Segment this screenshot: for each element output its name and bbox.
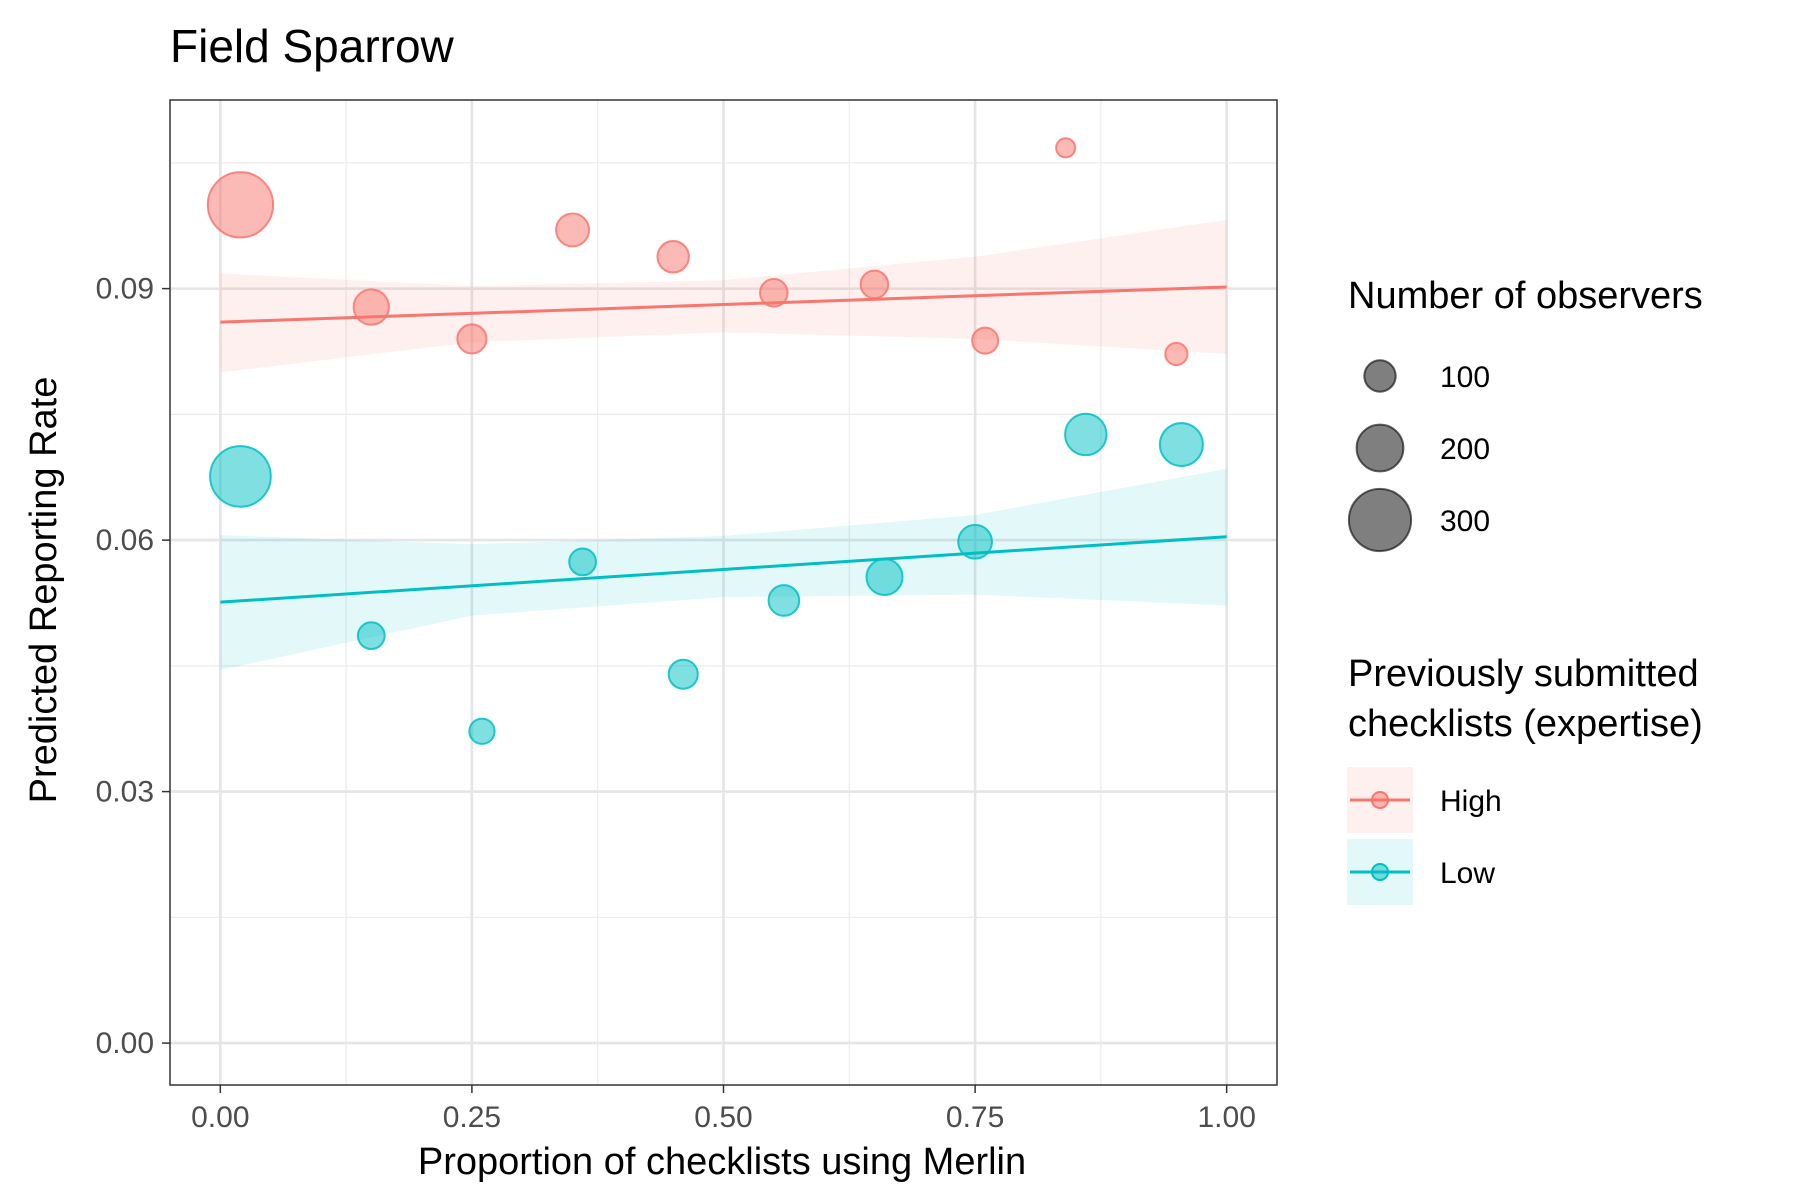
point-high: [859, 269, 890, 300]
x-tick-label: 0.25: [443, 1101, 501, 1134]
point-high: [206, 171, 275, 239]
color-legend: Previously submitted checklists (experti…: [1347, 653, 1703, 905]
point-high: [555, 212, 591, 248]
chart-title: Field Sparrow: [170, 20, 455, 72]
point-high: [971, 326, 1000, 355]
color-legend-label: Low: [1440, 857, 1495, 890]
point-low: [468, 717, 496, 745]
point-low: [865, 557, 904, 597]
point-high: [1055, 137, 1077, 159]
point-high: [759, 278, 789, 308]
point-high: [456, 323, 488, 355]
size-legend: Number of observers 100 200 300: [1347, 275, 1703, 553]
size-legend-label: 300: [1440, 505, 1490, 538]
point-high: [656, 240, 690, 274]
y-axis: 0.00 0.03 0.06 0.09: [96, 273, 170, 1060]
major-gridlines: [170, 100, 1277, 1085]
x-tick-label: 0.75: [946, 1101, 1004, 1134]
data-points: [206, 137, 1204, 745]
x-tick-label: 1.00: [1197, 1101, 1255, 1134]
size-legend-key: [1363, 359, 1397, 393]
point-low: [957, 523, 993, 560]
x-tick-label: 0.50: [694, 1101, 752, 1134]
point-high: [352, 288, 390, 326]
y-tick-label: 0.09: [96, 273, 154, 306]
point-low: [1064, 412, 1108, 457]
x-axis-title: Proportion of checklists using Merlin: [418, 1141, 1026, 1183]
color-legend-key-point: [1371, 863, 1389, 881]
point-low: [209, 445, 272, 508]
size-legend-key: [1347, 487, 1413, 553]
color-legend-label: High: [1440, 785, 1502, 818]
color-legend-key-point: [1371, 791, 1389, 809]
fit-line-low: [220, 535, 1227, 604]
color-legend-title-line1: Previously submitted: [1348, 653, 1699, 695]
fit-line-high: [220, 285, 1227, 324]
x-axis: 0.00 0.25 0.50 0.75 1.00: [191, 1085, 1256, 1134]
y-tick-label: 0.06: [96, 524, 154, 557]
size-legend-title: Number of observers: [1348, 275, 1703, 317]
size-legend-key: [1355, 423, 1405, 473]
plot-panel: [169, 99, 1278, 1086]
fit-lines: [220, 285, 1227, 604]
y-tick-label: 0.03: [96, 776, 154, 809]
point-low: [1158, 422, 1204, 468]
x-tick-label: 0.00: [191, 1101, 249, 1134]
point-low: [767, 584, 801, 617]
point-low: [356, 621, 386, 651]
y-axis-title: Predicted Reporting Rate: [23, 377, 65, 804]
size-legend-label: 200: [1440, 433, 1490, 466]
size-legend-label: 100: [1440, 361, 1490, 394]
point-low: [667, 658, 699, 690]
point-low: [568, 547, 597, 577]
point-high: [1164, 341, 1189, 367]
y-tick-label: 0.00: [96, 1027, 154, 1060]
color-legend-title-line2: checklists (expertise): [1348, 703, 1703, 745]
